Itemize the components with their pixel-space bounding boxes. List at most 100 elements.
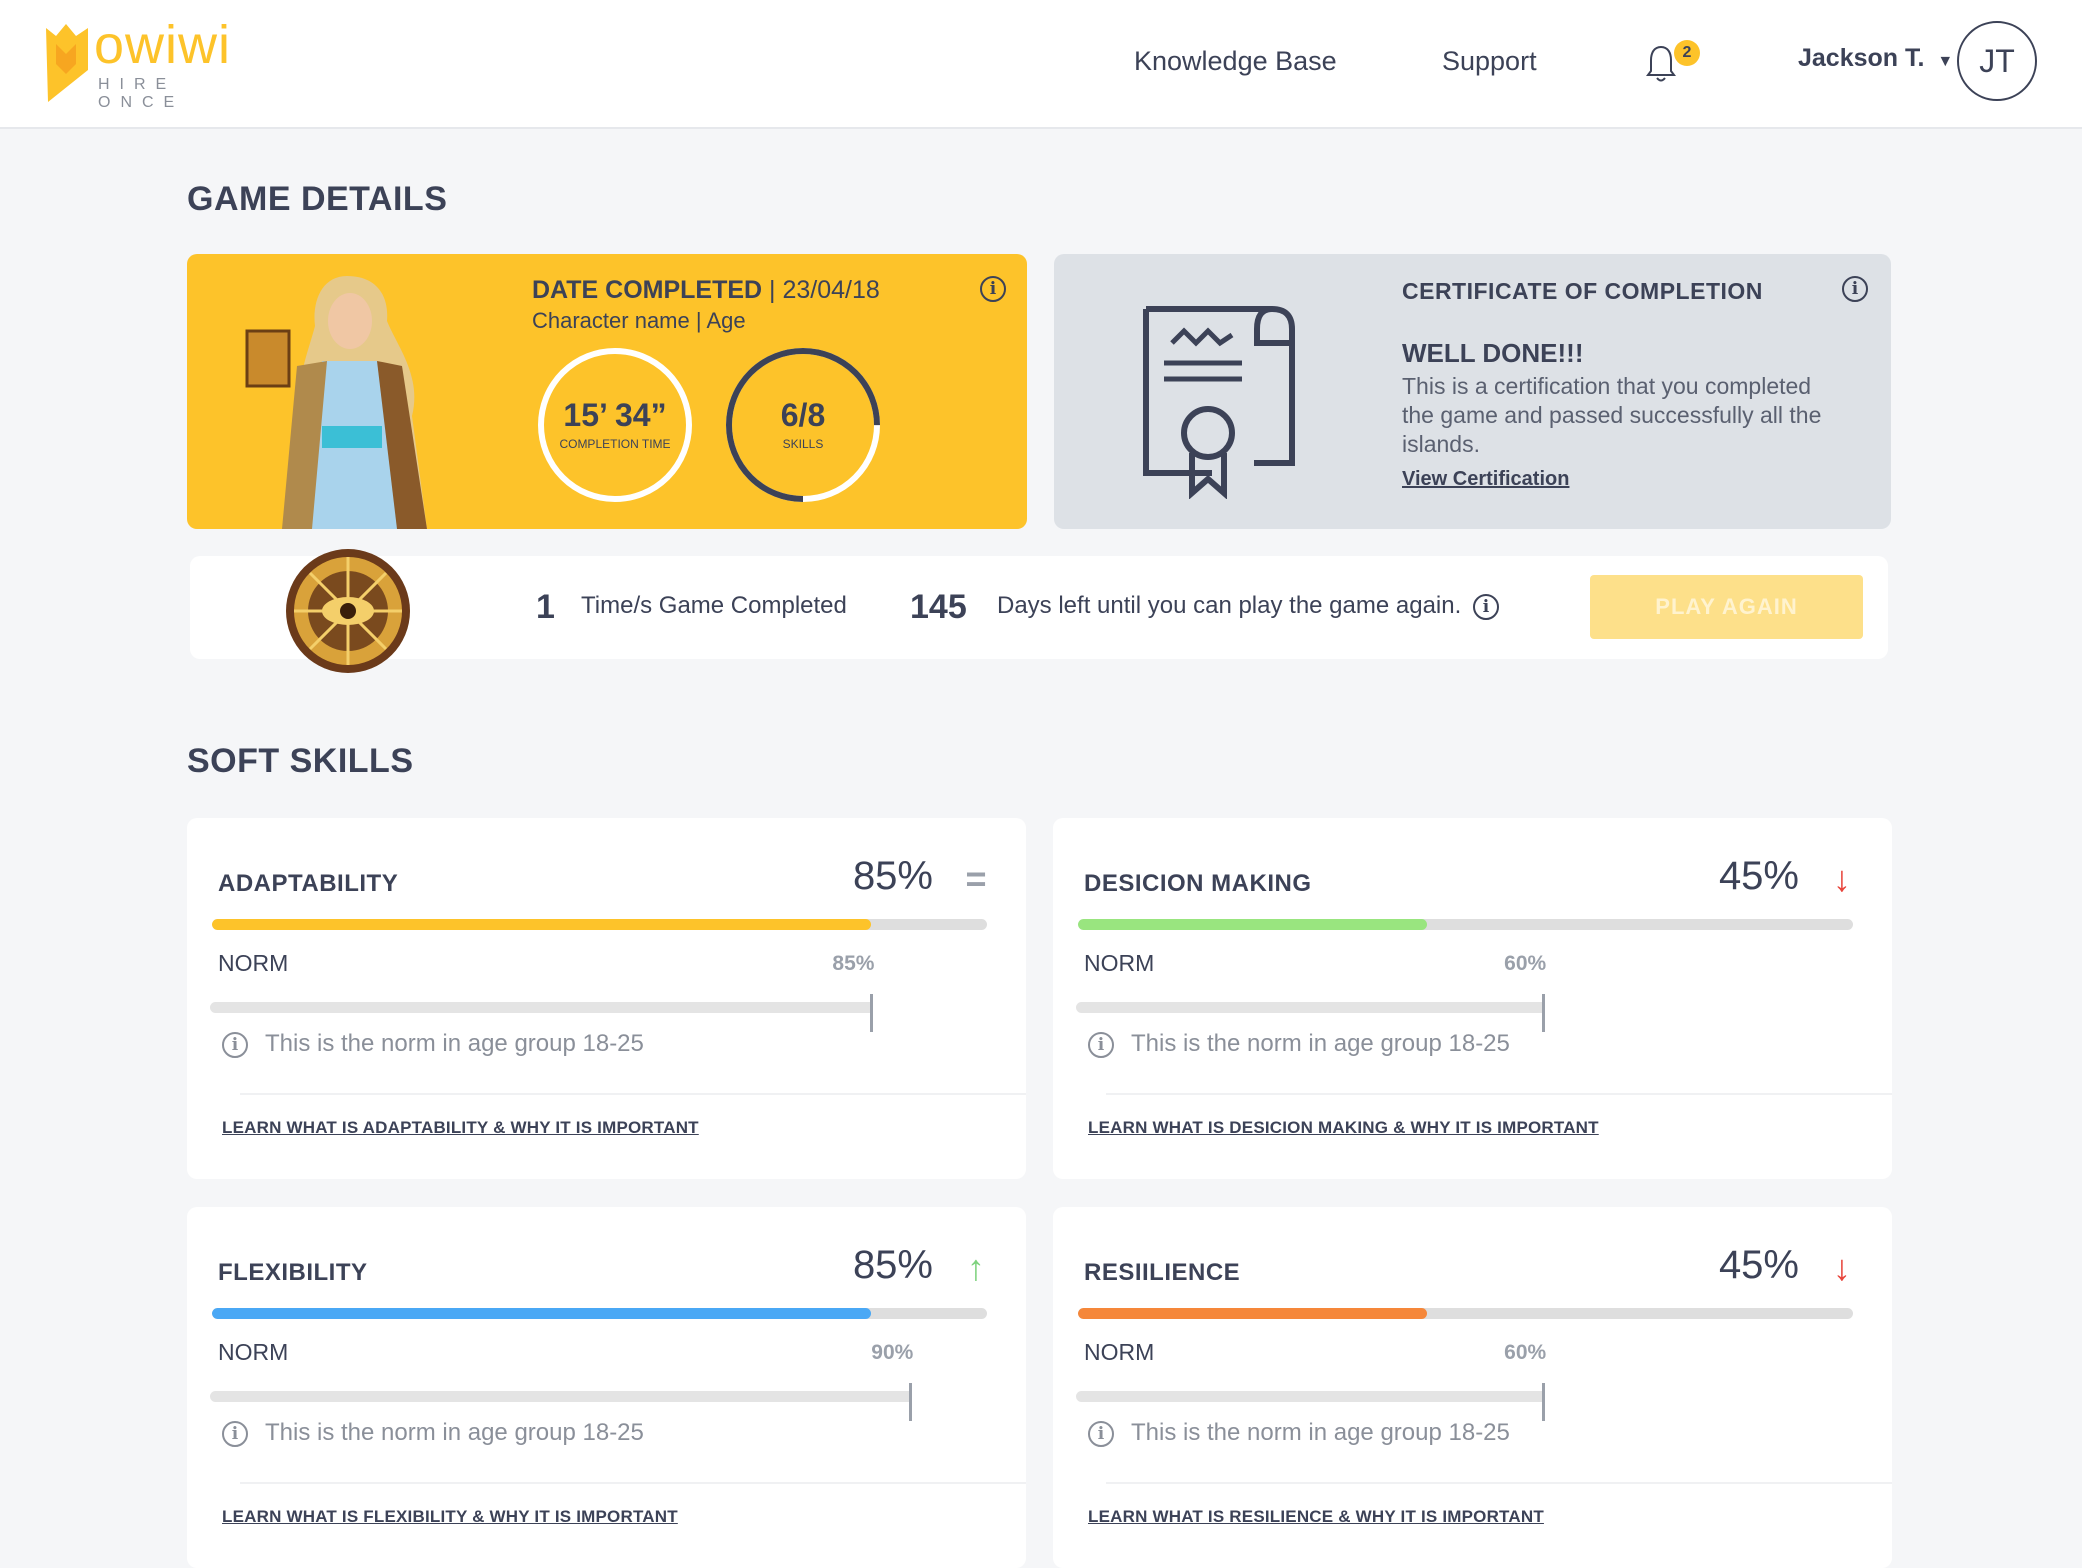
- game-stats-bar: 1 Time/s Game Completed 145 Days left un…: [190, 549, 1888, 673]
- user-name: Jackson T.: [1798, 44, 1925, 72]
- soft-skills-title: SOFT SKILLS: [187, 742, 414, 780]
- norm-label: NORM: [218, 950, 289, 976]
- skill-card-adaptability: ADAPTABILITY 85% = NORM 85% i This is th…: [187, 818, 1026, 1179]
- skill-card-resiilience: RESIILIENCE 45% ↓ NORM 60% i This is the…: [1053, 1207, 1892, 1568]
- divider: [1106, 1093, 1892, 1095]
- norm-track: 60%: [1076, 952, 1853, 1032]
- certificate-heading: WELL DONE!!!: [1402, 338, 1584, 368]
- equal-icon: =: [965, 858, 987, 899]
- notifications-button[interactable]: 2: [1646, 40, 1702, 86]
- avatar[interactable]: JT: [1957, 21, 2037, 101]
- character-image: [245, 276, 427, 529]
- norm-marker: [1542, 1383, 1546, 1421]
- norm-value: 60%: [1504, 952, 1547, 975]
- norm-value: 60%: [1504, 1341, 1547, 1364]
- game-summary-card: DATE COMPLETED | 23/04/18 Character name…: [187, 254, 1027, 529]
- norm-note: This is the norm in age group 18-25: [265, 1419, 644, 1446]
- norm-bar: [1076, 1391, 1543, 1402]
- bell-icon: [1646, 45, 1676, 82]
- norm-marker: [909, 1383, 913, 1421]
- play-again-button[interactable]: PLAY AGAIN: [1590, 575, 1863, 639]
- medal-icon: [286, 549, 410, 673]
- skill-name: RESIILIENCE: [1084, 1259, 1241, 1286]
- completion-time-value: 15’ 34”: [563, 397, 667, 433]
- skills-value: 6/8: [780, 397, 826, 433]
- logo-brand: owiwi: [94, 15, 232, 75]
- skill-progress-track: [1078, 1308, 1853, 1319]
- nav-knowledge-base[interactable]: Knowledge Base: [1134, 46, 1337, 76]
- logo[interactable]: owiwi HIRE ONCE: [44, 15, 254, 111]
- info-icon[interactable]: i: [222, 1421, 248, 1447]
- notification-badge: 2: [1674, 40, 1700, 66]
- learn-more-link[interactable]: LEARN WHAT IS ADAPTABILITY & WHY IT IS I…: [222, 1118, 699, 1137]
- skill-name: FLEXIBILITY: [218, 1259, 368, 1286]
- skill-progress-fill: [212, 1308, 871, 1319]
- skill-percent: 45%: [1718, 854, 1799, 898]
- skill-percent: 45%: [1718, 1243, 1799, 1287]
- norm-value: 90%: [871, 1341, 914, 1364]
- info-icon[interactable]: i: [1088, 1421, 1114, 1447]
- info-icon[interactable]: i: [1088, 1032, 1114, 1058]
- user-menu[interactable]: Jackson T. ▼: [1798, 44, 1953, 73]
- norm-track: 85%: [210, 952, 987, 1032]
- nav-support[interactable]: Support: [1442, 46, 1537, 76]
- date-completed-label: DATE COMPLETED: [532, 276, 763, 304]
- arrow-down-icon: ↓: [1833, 858, 1851, 899]
- skill-percent: 85%: [852, 1243, 933, 1287]
- top-header: owiwi HIRE ONCE Knowledge Base Support 2…: [0, 0, 2082, 129]
- learn-more-link[interactable]: LEARN WHAT IS DESICION MAKING & WHY IT I…: [1088, 1118, 1599, 1137]
- skill-card-desicion-making: DESICION MAKING 45% ↓ NORM 60% i This is…: [1053, 818, 1892, 1179]
- norm-label: NORM: [1084, 950, 1155, 976]
- view-certification-link[interactable]: View Certification: [1402, 468, 1570, 490]
- logo-shield-icon: [46, 24, 88, 102]
- norm-bar: [210, 1002, 871, 1013]
- completion-time-label: COMPLETION TIME: [559, 437, 671, 451]
- days-left-count: 145: [910, 588, 967, 626]
- norm-note: This is the norm in age group 18-25: [1131, 1030, 1510, 1057]
- times-completed-label: Time/s Game Completed: [581, 592, 847, 619]
- divider: [240, 1482, 1026, 1484]
- skill-progress-track: [1078, 919, 1853, 930]
- skills-ring: 6/8 SKILLS: [725, 347, 881, 503]
- norm-value: 85%: [832, 952, 875, 975]
- skill-name: ADAPTABILITY: [218, 870, 399, 897]
- info-icon[interactable]: i: [222, 1032, 248, 1058]
- norm-bar: [210, 1391, 910, 1402]
- certificate-icon: [1143, 306, 1295, 499]
- info-icon[interactable]: i: [1842, 276, 1868, 302]
- norm-note: This is the norm in age group 18-25: [1131, 1419, 1510, 1446]
- game-details-title: GAME DETAILS: [187, 180, 448, 218]
- divider: [1106, 1482, 1892, 1484]
- character-name-age: Character name | Age: [532, 308, 746, 333]
- date-completed-value: 23/04/18: [782, 276, 880, 304]
- skills-progress-arc: [726, 348, 880, 502]
- certificate-title: CERTIFICATE OF COMPLETION: [1402, 278, 1763, 304]
- divider: [240, 1093, 1026, 1095]
- info-icon[interactable]: i: [980, 276, 1006, 302]
- skills-label: SKILLS: [782, 437, 824, 451]
- norm-track: 90%: [210, 1341, 987, 1421]
- norm-track: 60%: [1076, 1341, 1853, 1421]
- norm-marker: [1542, 994, 1546, 1032]
- info-icon[interactable]: i: [1473, 594, 1499, 620]
- times-completed-count: 1: [536, 588, 555, 626]
- skill-progress-fill: [1078, 919, 1427, 930]
- skill-card-flexibility: FLEXIBILITY 85% ↑ NORM 90% i This is the…: [187, 1207, 1026, 1568]
- skill-progress-fill: [1078, 1308, 1427, 1319]
- norm-label: NORM: [218, 1339, 289, 1365]
- date-separator: |: [769, 276, 776, 304]
- learn-more-link[interactable]: LEARN WHAT IS RESILIENCE & WHY IT IS IMP…: [1088, 1507, 1544, 1526]
- norm-note: This is the norm in age group 18-25: [265, 1030, 644, 1057]
- certificate-card: CERTIFICATE OF COMPLETION i WELL DONE!!!…: [1054, 254, 1891, 529]
- skill-progress-track: [212, 919, 987, 930]
- skill-progress-track: [212, 1308, 987, 1319]
- skill-percent: 85%: [852, 854, 933, 898]
- arrow-down-icon: ↓: [1833, 1247, 1851, 1288]
- chevron-down-icon: ▼: [1937, 53, 1954, 70]
- learn-more-link[interactable]: LEARN WHAT IS FLEXIBILITY & WHY IT IS IM…: [222, 1507, 678, 1526]
- logo-tagline: HIRE ONCE: [98, 76, 185, 111]
- skill-name: DESICION MAKING: [1084, 870, 1312, 897]
- norm-marker: [870, 994, 874, 1032]
- completion-time-ring: 15’ 34” COMPLETION TIME: [537, 347, 693, 503]
- norm-label: NORM: [1084, 1339, 1155, 1365]
